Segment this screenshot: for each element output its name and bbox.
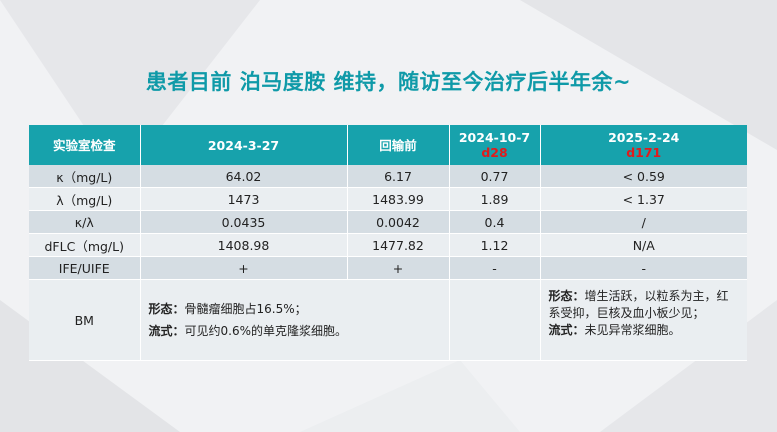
table-row: IFE/UIFE + + - - bbox=[29, 256, 747, 280]
table-header-row: 实验室检查 2024-3-27 回输前 2024-10-7 d28 2025-2-… bbox=[29, 125, 747, 165]
header-lab-test: 实验室检查 bbox=[29, 125, 141, 165]
table-cell: 1.89 bbox=[449, 187, 541, 211]
table-cell: < 0.59 bbox=[540, 165, 747, 188]
table-cell: + bbox=[140, 256, 348, 280]
table-row: dFLC（mg/L) 1408.98 1477.82 1.12 N/A bbox=[29, 233, 747, 257]
table-cell: 1483.99 bbox=[347, 187, 450, 211]
header-date-3: 2025-2-24 d171 bbox=[540, 125, 747, 165]
header-day-28: d28 bbox=[481, 145, 508, 160]
row-label: BM bbox=[29, 279, 141, 361]
row-label: dFLC（mg/L) bbox=[29, 233, 141, 257]
table-row: λ（mg/L) 1473 1483.99 1.89 < 1.37 bbox=[29, 187, 747, 211]
table-cell: < 1.37 bbox=[540, 187, 747, 211]
header-date-1: 2024-3-27 bbox=[140, 125, 348, 165]
table-cell: 0.77 bbox=[449, 165, 541, 188]
table-cell: N/A bbox=[540, 233, 747, 257]
table-cell: 1473 bbox=[140, 187, 348, 211]
table-cell: - bbox=[540, 256, 747, 280]
row-label: λ（mg/L) bbox=[29, 187, 141, 211]
table-row: κ/λ 0.0435 0.0042 0.4 / bbox=[29, 210, 747, 234]
table-cell-empty bbox=[449, 279, 541, 361]
table-cell: 1.12 bbox=[449, 233, 541, 257]
row-label: IFE/UIFE bbox=[29, 256, 141, 280]
table-cell: 1408.98 bbox=[140, 233, 348, 257]
table-cell: 1477.82 bbox=[347, 233, 450, 257]
table-row-bm: BM 形态：骨髓瘤细胞占16.5%； 流式：可见约0.6%的单克隆浆细胞。 形态… bbox=[29, 279, 747, 361]
table-cell: 0.0042 bbox=[347, 210, 450, 234]
table-cell: - bbox=[449, 256, 541, 280]
row-label: κ（mg/L) bbox=[29, 165, 141, 188]
bm-text-before: 形态：骨髓瘤细胞占16.5%； 流式：可见约0.6%的单克隆浆细胞。 bbox=[148, 302, 348, 338]
table-cell: 64.02 bbox=[140, 165, 348, 188]
header-date-2: 2024-10-7 d28 bbox=[449, 125, 541, 165]
header-day-171: d171 bbox=[626, 145, 662, 160]
table-cell: 0.4 bbox=[449, 210, 541, 234]
bm-text-after: 形态：增生活跃，以粒系为主，红系受抑，巨核及血小板少见； 流式：未见异常浆细胞。 bbox=[548, 289, 729, 337]
header-pre-infusion: 回输前 bbox=[347, 125, 450, 165]
page-title: 患者目前 泊马度胺 维持，随访至今治疗后半年余~ bbox=[145, 70, 632, 94]
table-cell: 6.17 bbox=[347, 165, 450, 188]
row-label: κ/λ bbox=[29, 210, 141, 234]
bm-cell-after: 形态：增生活跃，以粒系为主，红系受抑，巨核及血小板少见； 流式：未见异常浆细胞。 bbox=[540, 279, 747, 361]
lab-results-table: 实验室检查 2024-3-27 回输前 2024-10-7 d28 2025-2-… bbox=[29, 125, 747, 361]
table-cell: + bbox=[347, 256, 450, 280]
bm-cell-before: 形态：骨髓瘤细胞占16.5%； 流式：可见约0.6%的单克隆浆细胞。 bbox=[140, 279, 450, 361]
table-row: κ（mg/L) 64.02 6.17 0.77 < 0.59 bbox=[29, 165, 747, 188]
table-cell: 0.0435 bbox=[140, 210, 348, 234]
table-cell: / bbox=[540, 210, 747, 234]
